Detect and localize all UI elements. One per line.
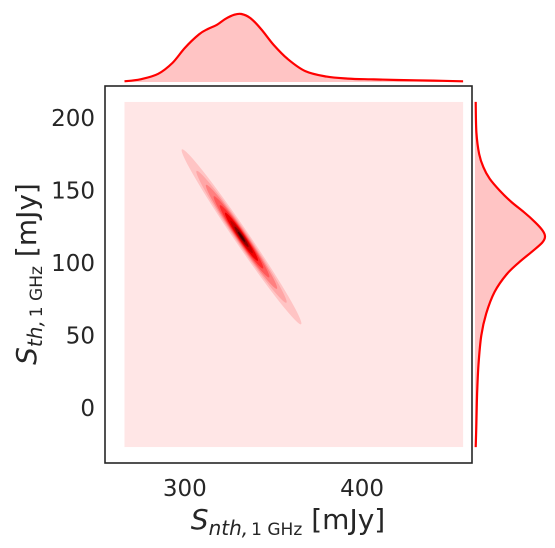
y-tick-label-50: 50 [66,323,95,349]
kde-contours [181,149,302,325]
plot-frame [104,85,473,464]
x-tick-labels: 300 400 [163,476,384,502]
marginal-y-fill [475,101,546,448]
x-axis-label-subscript: nth, [209,516,249,540]
x-axis-label-unit: [mJy] [311,503,385,536]
x-tick-label-300: 300 [163,476,207,502]
kde-contour-level-9 [237,231,246,242]
x-axis-label-symbol: S [191,503,209,536]
x-tick-label-400: 400 [340,476,384,502]
joint-plot [104,85,473,464]
y-tick-labels: 0 50 100 150 200 [51,106,95,422]
y-axis-label-symbol: S [10,347,43,365]
marginal-x-plot [124,12,464,83]
y-axis-label-unit: [mJy] [10,183,43,257]
marginal-x-line [124,12,464,83]
y-tick-label-150: 150 [51,178,95,204]
x-axis-label-subscript-freq: 1 GHz [251,520,302,540]
y-tick-label-0: 0 [80,396,95,422]
kde-background-fill [124,101,464,448]
marginal-y-line [474,101,547,448]
marginal-x-fill [124,13,464,82]
x-axis-label: Snth, 1 GHz [mJy] [191,503,385,540]
y-tick-label-200: 200 [51,106,95,132]
marginal-y-plot [474,101,547,448]
y-axis-label: Sth, 1 GHz [mJy] [10,183,47,365]
y-axis-label-subscript-freq: 1 GHz [27,266,47,317]
y-axis-label-subscript: th, [23,320,47,347]
y-tick-label-100: 100 [51,251,95,277]
